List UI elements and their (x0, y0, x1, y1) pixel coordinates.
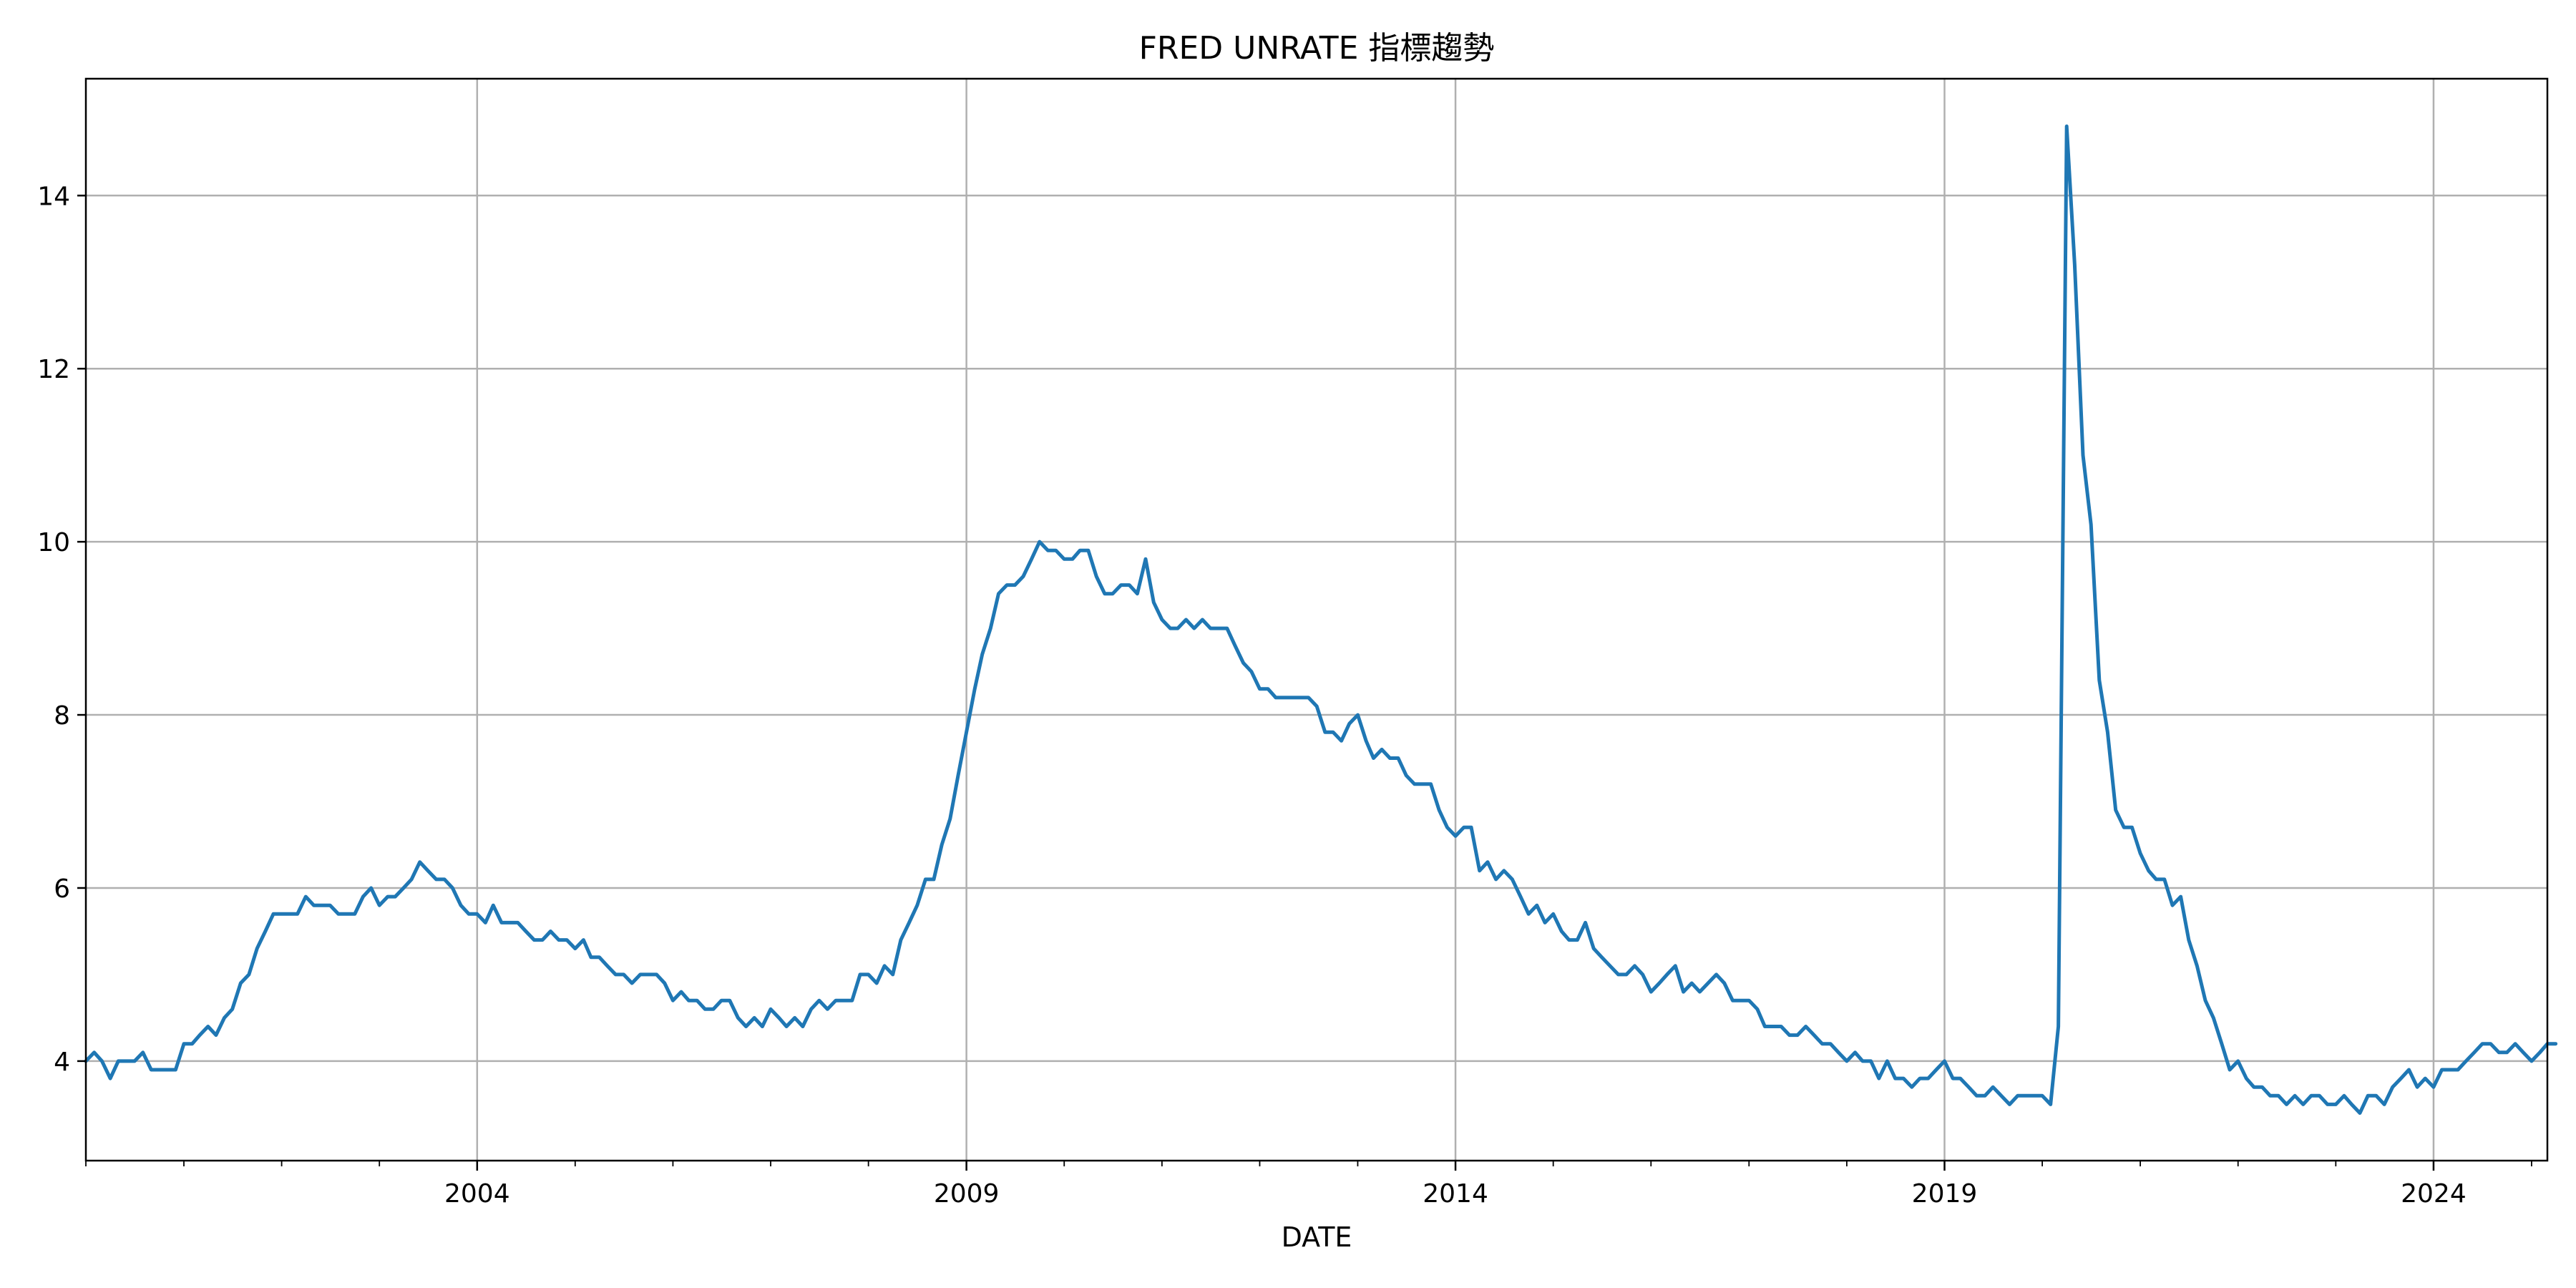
chart-title: FRED UNRATE 指標趨勢 (1139, 30, 1495, 67)
y-tick-label: 12 (37, 355, 70, 384)
y-tick-label: 4 (54, 1048, 70, 1077)
y-tick-label: 14 (37, 182, 70, 211)
x-tick-label: 2014 (1423, 1179, 1488, 1209)
x-axis-label: DATE (1282, 1221, 1352, 1253)
y-tick-label: 10 (37, 528, 70, 557)
plot-frame (84, 77, 2549, 1162)
series-line (84, 125, 2558, 1115)
grid-lines (86, 79, 2547, 1161)
x-tick-label: 2009 (934, 1179, 1000, 1209)
y-tick-label: 6 (54, 874, 70, 904)
x-tick-label: 2019 (1912, 1179, 1978, 1209)
x-tick-label: 2004 (444, 1179, 510, 1209)
x-tick-label: 2024 (2401, 1179, 2467, 1209)
y-tick-label: 8 (54, 701, 70, 731)
y-axis: 4 6 8 10 12 14 (37, 182, 86, 1077)
series-group (84, 125, 2558, 1115)
x-axis: 2004 2009 2014 2019 2024 (85, 1161, 2532, 1209)
